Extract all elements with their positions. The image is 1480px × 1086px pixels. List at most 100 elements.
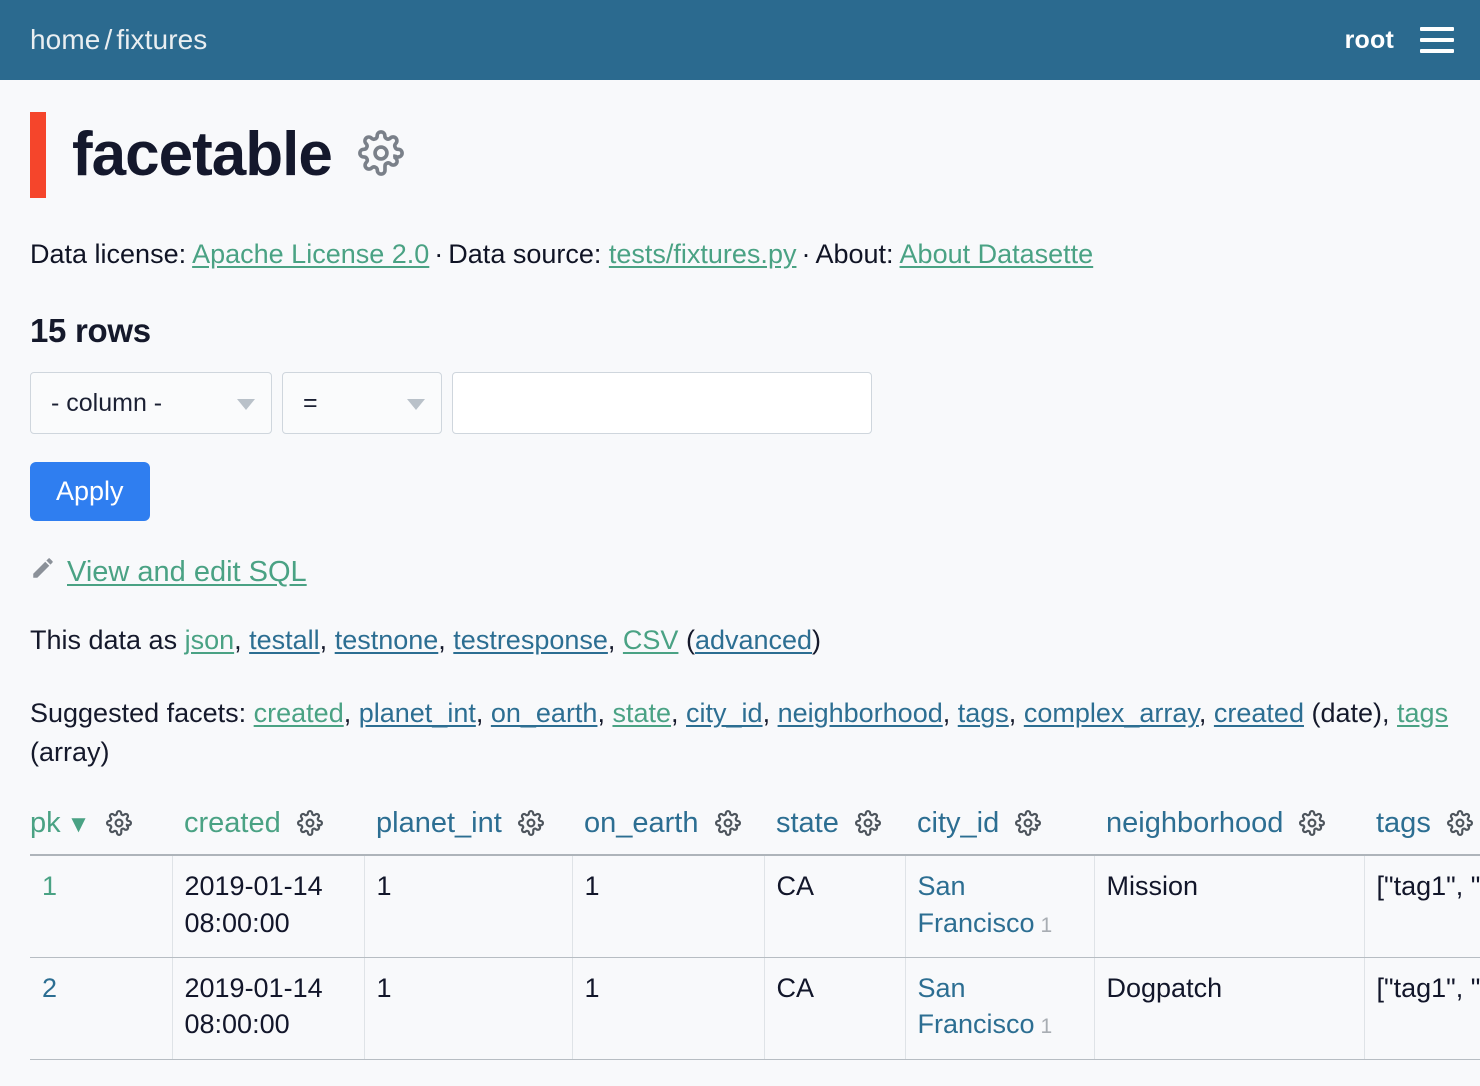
top-bar-right-group: root	[1345, 26, 1454, 55]
breadcrumb-home-link[interactable]: home	[30, 24, 101, 55]
title-accent-bar	[30, 112, 46, 198]
suggested-facets-line: Suggested facets: created, planet_int, o…	[30, 694, 1450, 771]
column-header-city_id[interactable]: city_id	[905, 807, 1094, 857]
sort-descending-icon[interactable]: ▼	[66, 811, 91, 839]
apply-button[interactable]: Apply	[30, 462, 150, 522]
pk-link[interactable]: 1	[42, 871, 58, 902]
export-link-testall[interactable]: testall	[249, 625, 320, 656]
table-header: pk ▼ created planet_int on_earth state city_id…	[30, 807, 1480, 857]
city-row-count: 1	[1040, 913, 1053, 937]
city-row-count: 1	[1040, 1015, 1053, 1039]
filter-value-input[interactable]	[452, 372, 872, 435]
facet-link-created[interactable]: created	[1213, 698, 1304, 729]
cell-tags: ["tag1", "tag2"]	[1363, 855, 1480, 958]
column-gear-icon[interactable]	[98, 810, 133, 844]
advanced-close-paren: )	[812, 625, 822, 656]
suggested-facets-group: created, planet_int, on_earth, state, ci…	[30, 698, 1449, 767]
column-header-pk[interactable]: pk ▼	[30, 807, 172, 857]
column-header-label: created	[184, 807, 281, 840]
page-content: facetable Data license: Apache License 2…	[0, 112, 1480, 1060]
license-label: Data license:	[30, 239, 187, 269]
column-header-tags[interactable]: tags	[1364, 807, 1480, 857]
facet-link-state[interactable]: state	[612, 698, 672, 729]
table-settings-gear-icon[interactable]	[357, 129, 404, 181]
filter-form: - column - =	[30, 372, 1450, 435]
column-header-state[interactable]: state	[764, 807, 905, 857]
data-table: pk ▼ created planet_int on_earth state city_id…	[30, 807, 1480, 1060]
cell-pk: 2	[30, 957, 172, 1060]
breadcrumb: home / fixtures	[30, 24, 207, 56]
column-gear-icon[interactable]	[707, 810, 741, 844]
table-row: 2 2019-01-14 08:00:00 1 1 CA San Francisco 1 Do…	[30, 957, 1480, 1060]
filter-column-select[interactable]: - column -	[30, 372, 272, 435]
column-gear-icon[interactable]	[510, 810, 544, 844]
column-gear-icon[interactable]	[289, 810, 323, 844]
view-edit-sql-link[interactable]: View and edit SQL	[67, 555, 307, 588]
column-header-created[interactable]: created	[172, 807, 364, 857]
export-link-testresponse[interactable]: testresponse	[453, 625, 608, 656]
facet-link-on_earth[interactable]: on_earth	[490, 698, 598, 729]
facet-link-tags[interactable]: tags	[957, 698, 1009, 729]
hamburger-menu-icon[interactable]	[1420, 27, 1454, 53]
export-links-group: json, testall, testnone, testresponse, C…	[184, 625, 679, 656]
cell-neighborhood: Mission	[1093, 855, 1364, 958]
cell-planet-int: 1	[363, 855, 572, 958]
city-link[interactable]: San Francisco	[917, 972, 1035, 1040]
cell-city-id: San Francisco 1	[904, 957, 1094, 1060]
advanced-export-link[interactable]: advanced	[694, 625, 813, 656]
facet-link-city_id[interactable]: city_id	[686, 698, 763, 729]
column-header-label: planet_int	[376, 807, 502, 840]
cell-state: CA	[763, 855, 905, 958]
column-header-label: neighborhood	[1106, 807, 1284, 840]
export-link-json[interactable]: json	[184, 625, 235, 656]
facet-link-complex_array[interactable]: complex_array	[1023, 698, 1199, 729]
cell-on-earth: 1	[571, 957, 764, 1060]
view-edit-sql-row: View and edit SQL	[30, 555, 1450, 589]
source-link[interactable]: tests/fixtures.py	[608, 239, 797, 269]
cell-state: CA	[763, 957, 905, 1060]
column-header-planet_int[interactable]: planet_int	[364, 807, 572, 857]
about-link[interactable]: About Datasette	[899, 239, 1094, 269]
cell-on-earth: 1	[571, 855, 764, 958]
export-link-testnone[interactable]: testnone	[334, 625, 439, 656]
breadcrumb-fixtures-link[interactable]: fixtures	[116, 24, 208, 55]
column-header-label: city_id	[917, 807, 1000, 840]
cell-tags: ["tag1", "tag3"]	[1363, 957, 1480, 1060]
pencil-icon	[30, 555, 56, 589]
column-gear-icon[interactable]	[847, 810, 881, 844]
export-link-csv[interactable]: CSV	[622, 625, 679, 656]
suggested-facets-label: Suggested facets:	[30, 698, 254, 729]
column-header-label: on_earth	[584, 807, 699, 840]
current-user-label[interactable]: root	[1344, 25, 1394, 54]
column-header-label: pk	[30, 807, 61, 840]
city-link[interactable]: San Francisco	[917, 871, 1035, 938]
table-body: 1 2019-01-14 08:00:00 1 1 CA San Francisco 1 Mi…	[30, 855, 1480, 1060]
table-row: 1 2019-01-14 08:00:00 1 1 CA San Francisco 1 Mi…	[30, 855, 1480, 958]
filter-operator-select[interactable]: =	[282, 372, 442, 435]
cell-created: 2019-01-14 08:00:00	[171, 855, 364, 958]
facet-link-neighborhood[interactable]: neighborhood	[777, 698, 943, 729]
page-title-row: facetable	[30, 112, 1450, 198]
column-gear-icon[interactable]	[1291, 810, 1326, 844]
pk-link[interactable]: 2	[42, 972, 58, 1003]
column-header-neighborhood[interactable]: neighborhood	[1094, 807, 1364, 857]
column-header-on_earth[interactable]: on_earth	[572, 807, 764, 857]
column-gear-icon[interactable]	[1439, 810, 1473, 844]
source-label: Data source:	[448, 239, 602, 269]
page-title: facetable	[72, 120, 333, 189]
license-link[interactable]: Apache License 2.0	[192, 239, 430, 269]
cell-city-id: San Francisco 1	[904, 855, 1094, 958]
export-prefix: This data as	[30, 625, 185, 656]
column-header-label: tags	[1376, 807, 1431, 840]
facet-link-planet_int[interactable]: planet_int	[358, 698, 476, 729]
facet-link-created[interactable]: created	[253, 698, 344, 729]
facet-link-tags[interactable]: tags	[1397, 698, 1449, 729]
column-gear-icon[interactable]	[1007, 810, 1042, 844]
advanced-open-paren: (	[678, 625, 695, 656]
table-header-row: pk ▼ created planet_int on_earth state city_id…	[30, 807, 1480, 857]
cell-neighborhood: Dogpatch	[1093, 957, 1364, 1060]
cell-created: 2019-01-14 08:00:00	[171, 957, 364, 1060]
about-label: About:	[815, 239, 894, 269]
table-scroll-container[interactable]: pk ▼ created planet_int on_earth state city_id…	[30, 807, 1480, 1060]
breadcrumb-separator: /	[104, 24, 113, 55]
